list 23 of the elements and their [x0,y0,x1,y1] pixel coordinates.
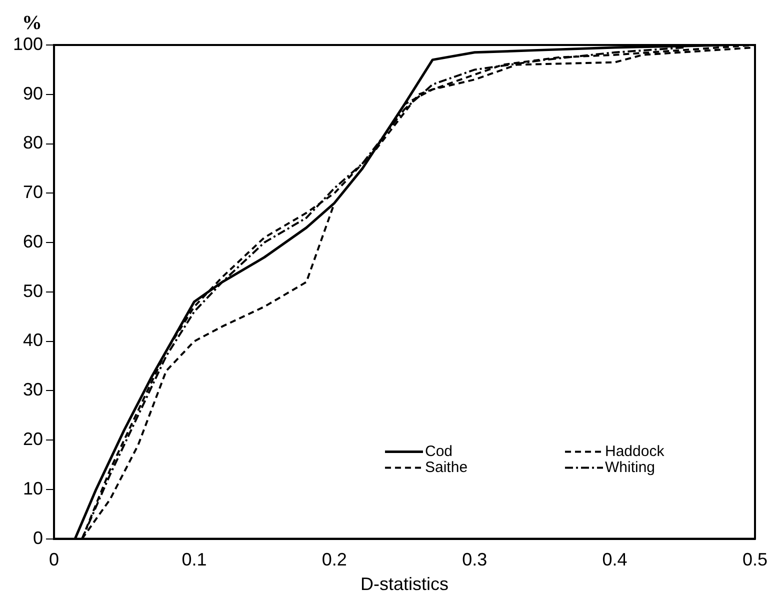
y-tick-label: 20 [23,429,44,450]
x-tick-label: 0 [49,550,60,570]
x-tick-label: 0.1 [182,550,207,570]
y-tick-label: 100 [12,34,44,54]
y-tick-label: 0 [33,528,44,548]
y-tick-label: 70 [23,182,44,202]
legend-label: Haddock [605,442,665,460]
x-tick-label: 0.2 [322,550,347,570]
legend-label: Whiting [605,458,656,476]
y-tick-label: 40 [23,330,44,350]
y-tick-label: 80 [23,132,44,153]
y-tick-label: 30 [23,380,44,400]
x-tick-label: 0.4 [602,550,628,570]
y-tick-label: 60 [23,231,44,252]
y-tick-label: 10 [23,478,44,498]
y-axis-title: % [22,12,42,34]
y-tick-label: 50 [23,280,44,301]
legend-label: Saithe [425,458,468,476]
legend-label: Cod [425,442,453,460]
x-tick-label: 0.5 [742,550,768,570]
x-tick-label: 0.3 [462,550,488,570]
x-axis-title: D-statistics [360,574,449,594]
y-tick-label: 90 [23,83,44,104]
